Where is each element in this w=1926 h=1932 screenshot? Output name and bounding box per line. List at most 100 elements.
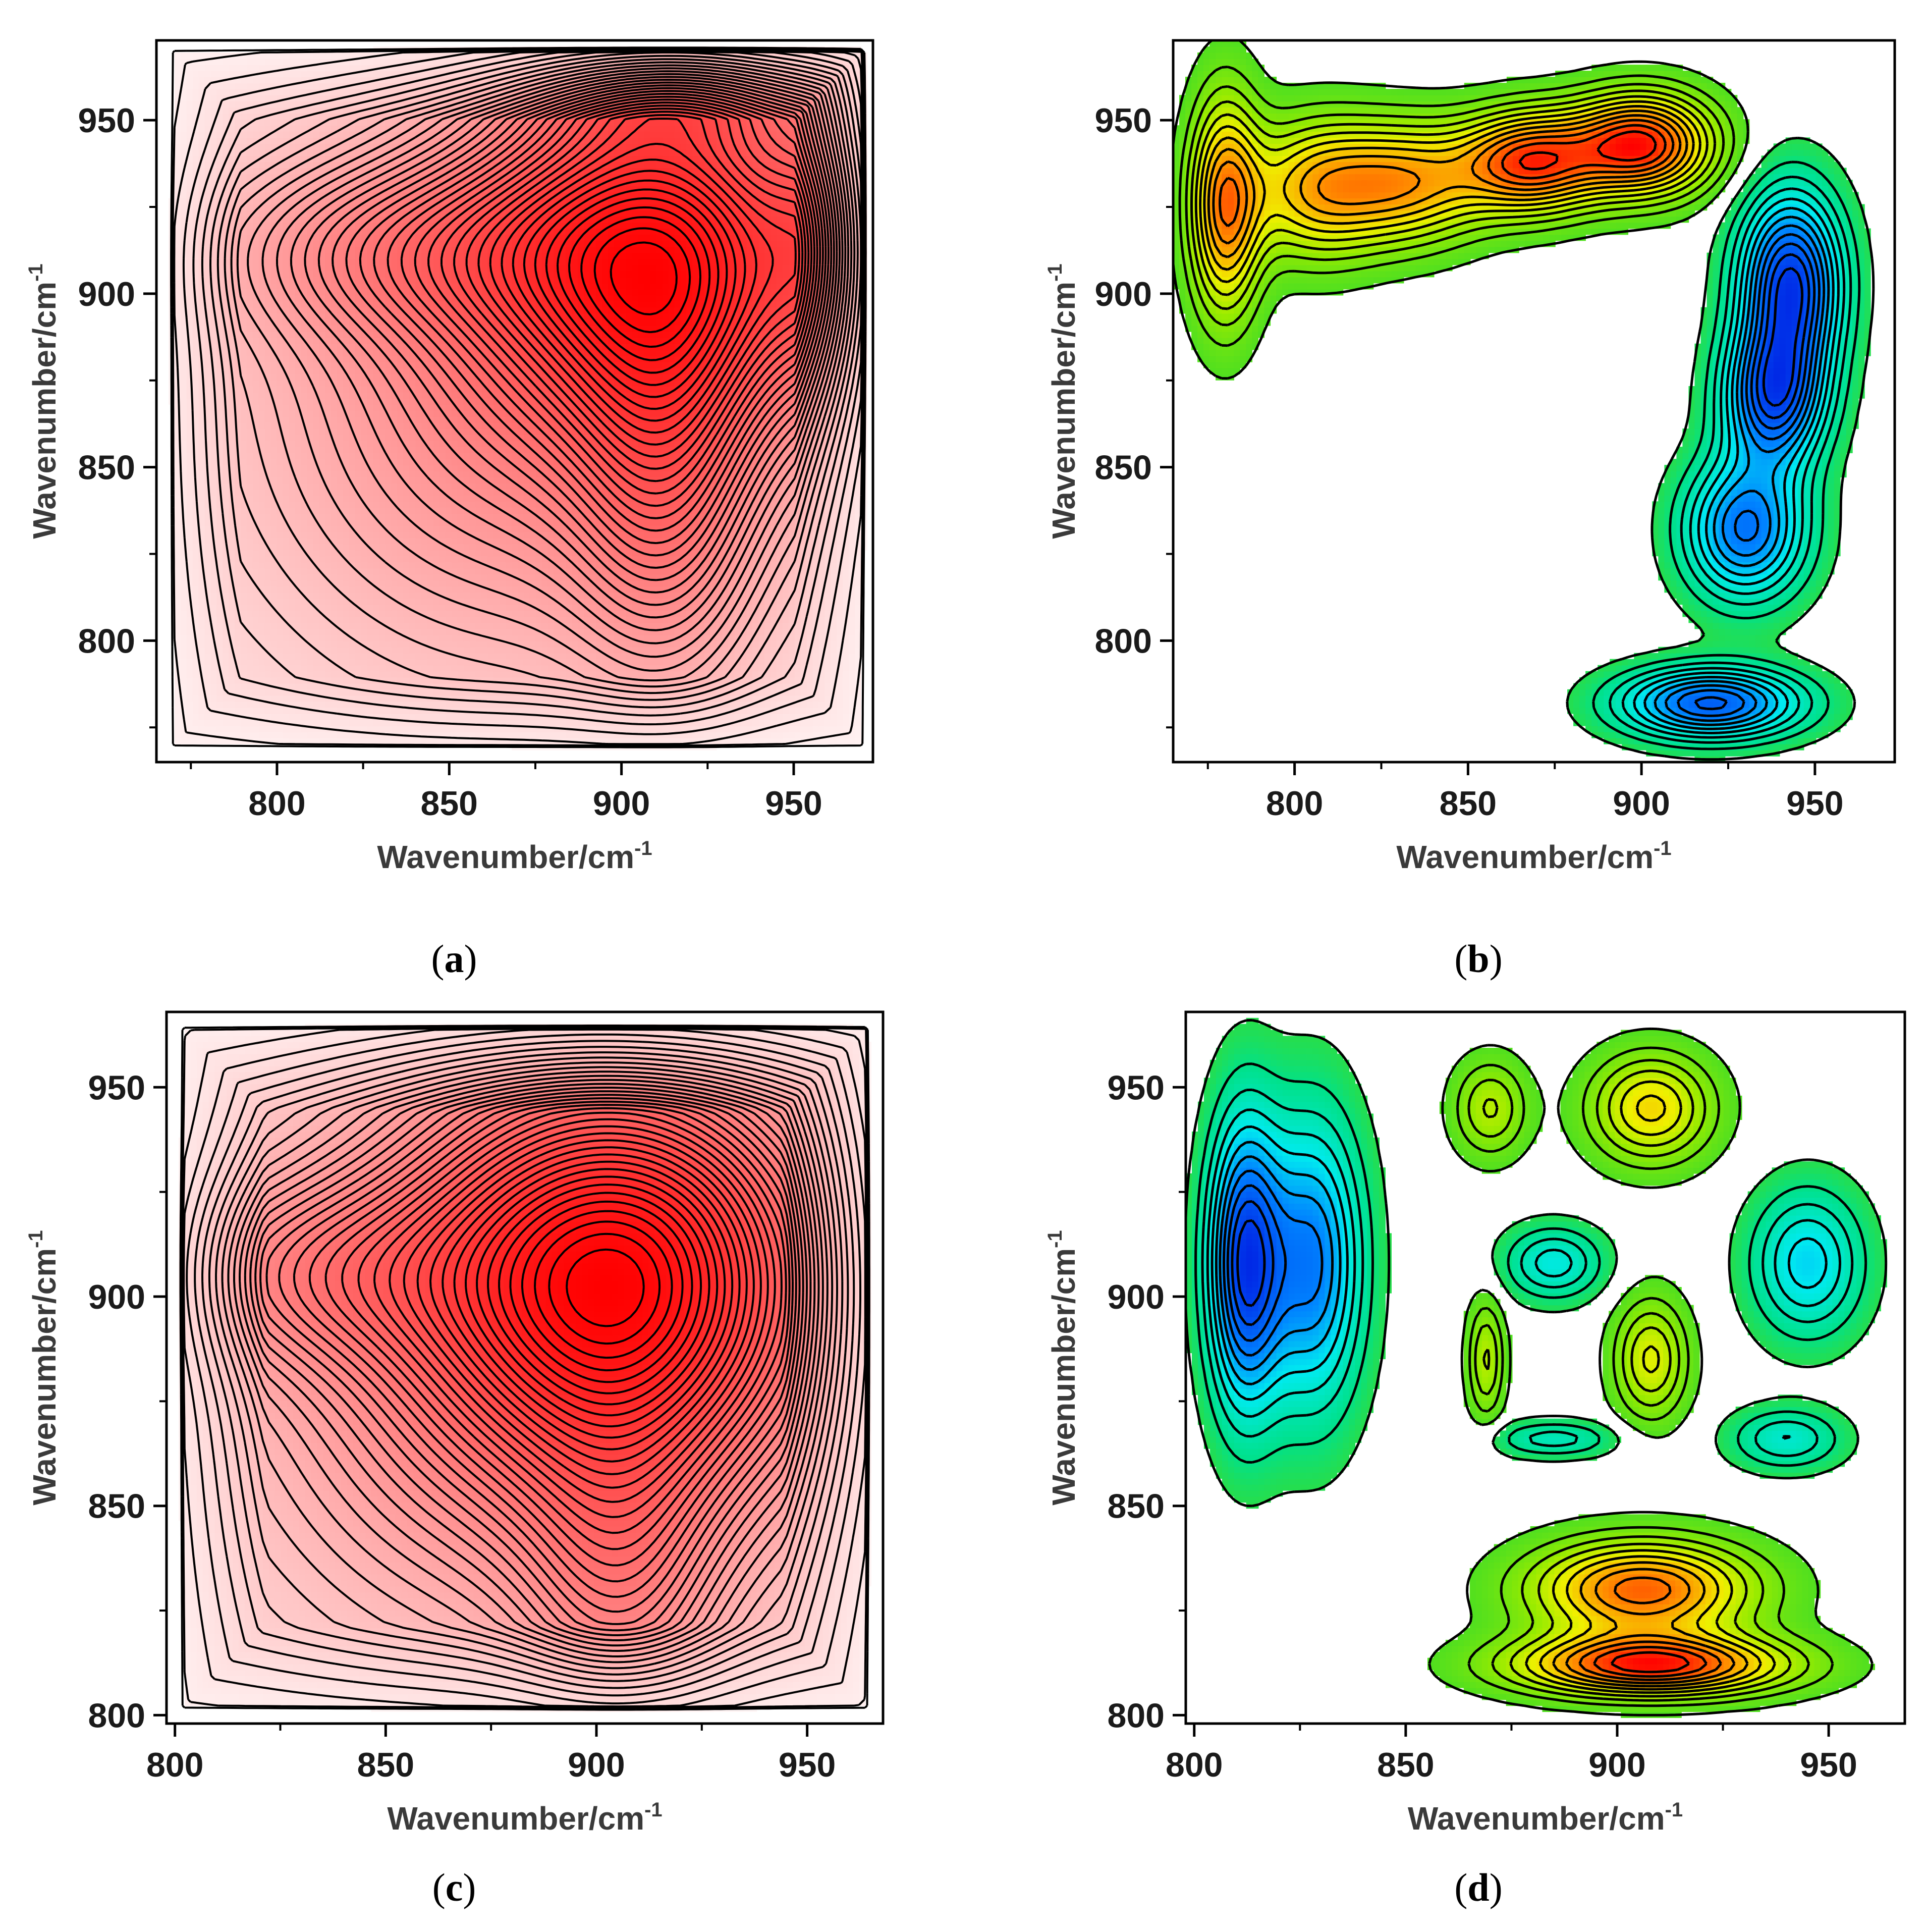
contour-cell <box>777 574 783 581</box>
contour-cell <box>788 574 795 581</box>
contour-cell <box>518 562 524 569</box>
contour-cell <box>463 616 470 623</box>
contour-cell <box>457 683 464 690</box>
contour-cell <box>186 531 193 539</box>
contour-cell <box>698 568 705 575</box>
contour-cell <box>578 665 584 672</box>
contour-cell <box>783 610 789 617</box>
contour-cell <box>270 713 278 720</box>
contour-cell <box>367 574 374 581</box>
contour-cell <box>824 501 832 508</box>
contour-cell <box>367 628 374 635</box>
contour-cell <box>355 707 362 714</box>
contour-cell <box>385 616 392 623</box>
contour-cell <box>728 653 735 660</box>
contour-cell <box>210 737 217 744</box>
contour-cell <box>855 610 861 617</box>
contour-cell <box>849 640 855 648</box>
contour-cell <box>831 574 838 581</box>
contour-cell <box>500 586 506 593</box>
contour-cell <box>223 707 229 714</box>
contour-cell <box>849 538 855 545</box>
contour-cell <box>235 628 241 635</box>
contour-cell <box>192 689 199 696</box>
contour-cell <box>662 647 669 654</box>
contour-cell <box>541 665 548 672</box>
contour-cell <box>241 719 247 726</box>
contour-cell <box>397 616 404 623</box>
contour-cell <box>523 616 530 623</box>
contour-cell <box>319 501 325 508</box>
contour-cell <box>487 671 494 678</box>
contour-cell <box>289 713 296 720</box>
contour-cell <box>247 659 253 666</box>
contour-cell <box>812 604 819 611</box>
contour-cell <box>849 695 855 702</box>
contour-cell <box>843 701 849 708</box>
contour-cell <box>433 489 440 496</box>
contour-cell <box>415 477 422 484</box>
contour-cell <box>849 737 855 744</box>
contour-cell <box>831 647 838 654</box>
contour-cell <box>541 525 548 532</box>
contour-cell <box>806 665 813 672</box>
contour-cell <box>764 550 771 557</box>
contour-cell <box>186 550 193 557</box>
contour-cell <box>475 616 482 623</box>
contour-cell <box>849 550 855 557</box>
contour-cell <box>325 640 332 648</box>
contour-cell <box>818 622 826 629</box>
contour-cell <box>578 531 584 539</box>
contour-cell <box>313 701 319 708</box>
contour-cell <box>547 598 555 605</box>
contour-cell <box>289 737 296 744</box>
contour-cell <box>584 495 590 502</box>
contour-cell <box>210 477 217 484</box>
contour-cell <box>620 671 627 678</box>
contour-cell <box>614 634 621 641</box>
contour-cell <box>283 659 290 666</box>
contour-cell <box>584 671 590 678</box>
contour-cell <box>855 713 861 720</box>
contour-cell <box>270 616 278 623</box>
contour-cell <box>343 495 350 502</box>
contour-cell <box>283 628 290 635</box>
contour-cell <box>319 544 325 551</box>
contour-cell <box>421 701 428 708</box>
contour-cell <box>252 556 259 563</box>
contour-cell <box>223 477 229 484</box>
contour-cell <box>198 653 205 660</box>
contour-cell <box>367 592 374 599</box>
contour-cell <box>656 544 663 551</box>
contour-cell <box>307 483 313 490</box>
contour-cell <box>481 653 488 660</box>
contour-cell <box>223 665 229 672</box>
contour-cell <box>451 640 458 648</box>
contour-cell <box>409 513 416 520</box>
contour-cell <box>301 719 308 726</box>
contour-cell <box>500 634 506 641</box>
contour-cell <box>608 586 615 593</box>
contour-cell <box>337 489 344 496</box>
contour-cell <box>566 653 573 660</box>
contour-cell <box>656 647 663 654</box>
contour-cell <box>391 640 398 648</box>
contour-cell <box>174 562 181 569</box>
contour-cell <box>650 495 657 502</box>
contour-cell <box>439 659 446 666</box>
contour-cell <box>415 513 422 520</box>
contour-cell <box>283 683 290 690</box>
contour-cell <box>500 683 506 690</box>
contour-cell <box>301 507 308 514</box>
contour-cell <box>373 501 380 508</box>
contour-cell <box>373 665 380 672</box>
contour-cell <box>307 671 313 678</box>
contour-cell <box>602 725 609 732</box>
contour-cell <box>379 628 386 635</box>
contour-cell <box>264 513 271 520</box>
contour-cell <box>620 665 627 672</box>
contour-cell <box>650 647 657 654</box>
contour-cell <box>235 731 241 738</box>
contour-cell <box>301 538 308 545</box>
contour-cell <box>620 622 627 629</box>
